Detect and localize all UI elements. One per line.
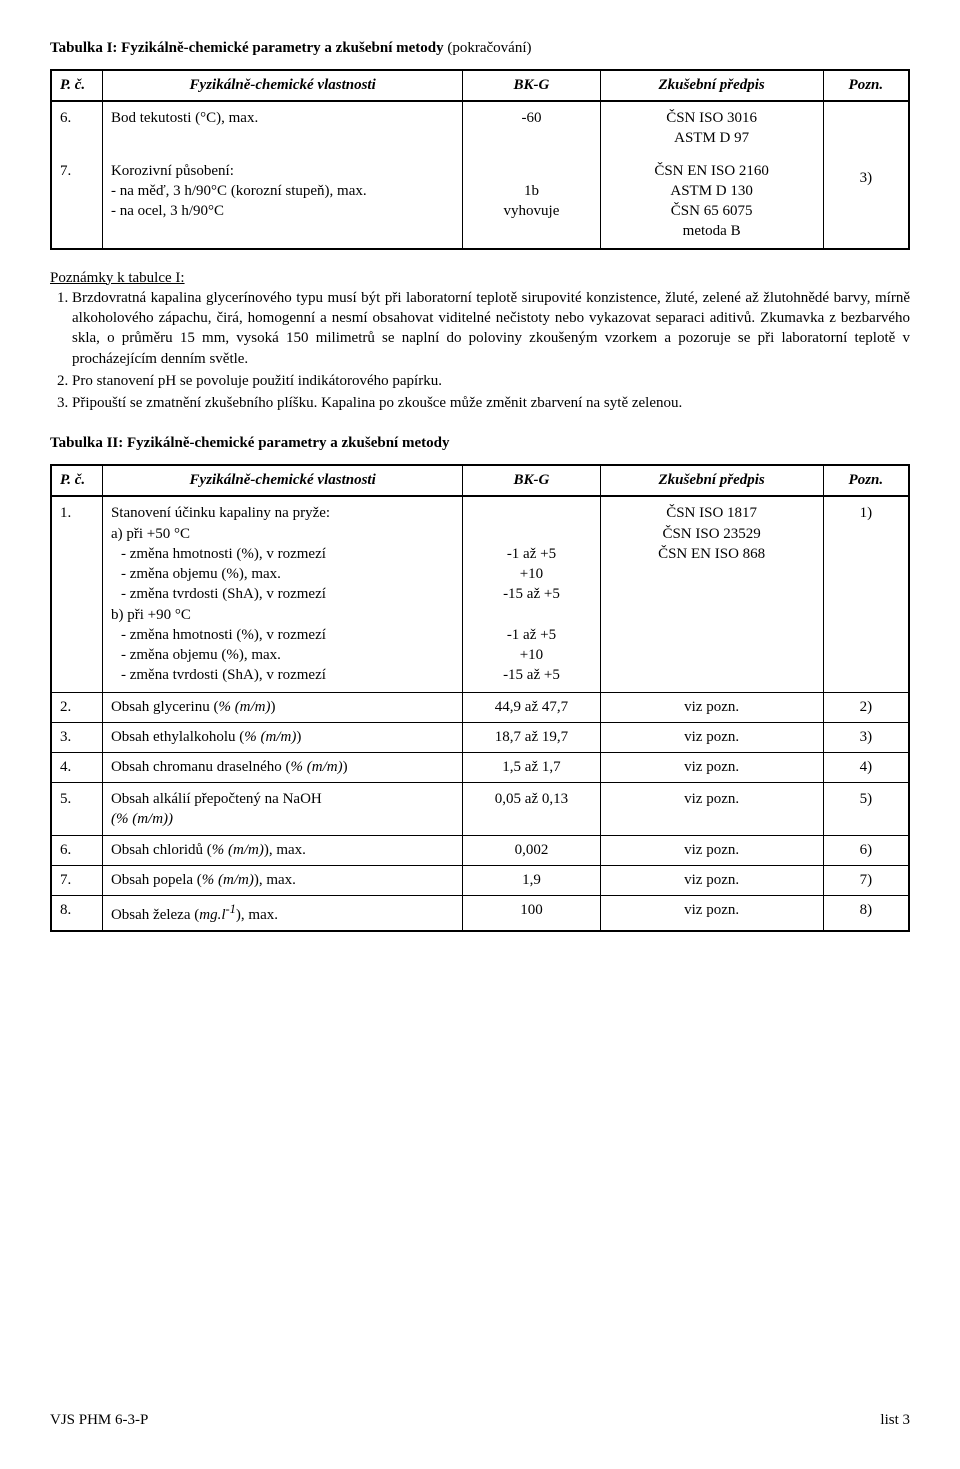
t2-row1c: - změna hmotnosti (%), v rozmezí -1 až +… xyxy=(51,544,909,564)
t2-row6: 6. Obsah chloridů (% (m/m)), max. 0,002 … xyxy=(51,836,909,866)
t2-r1-l2: a) při +50 °C xyxy=(102,524,462,544)
t2-r2-prop: Obsah glycerinu (% (m/m)) xyxy=(102,692,462,722)
t2-row1b: a) při +50 °C ČSN ISO 23529 xyxy=(51,524,909,544)
r7-val2: vyhovuje xyxy=(463,201,600,221)
t2-r1-std2: ČSN ISO 23529 xyxy=(600,524,823,544)
table1-row7d: metoda B xyxy=(51,221,909,248)
t2-row5a: 5. Obsah alkálií přepočtený na NaOH 0,05… xyxy=(51,782,909,809)
t2-r1-l5: - změna tvrdosti (ShA), v rozmezí xyxy=(102,584,462,604)
t2-r1-v7: -1 až +5 xyxy=(463,625,600,645)
t2-r2-num: 2. xyxy=(51,692,102,722)
r6-num: 6. xyxy=(51,101,102,155)
table2: P. č. Fyzikálně-chemické vlastnosti BK-G… xyxy=(50,464,910,932)
r7-val1: 1b xyxy=(463,181,600,201)
footer-left: VJS PHM 6-3-P xyxy=(50,1412,148,1429)
r7-num: 7. xyxy=(51,155,102,249)
r7-prop2: - na měď, 3 h/90°C (korozní stupeň), max… xyxy=(102,181,462,201)
t2-row2: 2. Obsah glycerinu (% (m/m)) 44,9 až 47,… xyxy=(51,692,909,722)
t2-r1-v3: -1 až +5 xyxy=(463,544,600,564)
r7-std4: metoda B xyxy=(600,221,823,248)
t2-r1-note: 1) xyxy=(823,496,909,523)
table1-header-row: P. č. Fyzikálně-chemické vlastnosti BK-G… xyxy=(51,70,909,101)
page-footer: VJS PHM 6-3-P list 3 xyxy=(50,1412,910,1429)
footer-right: list 3 xyxy=(880,1412,910,1429)
t2-r2-note: 2) xyxy=(823,692,909,722)
table1-row7a: 7. Korozivní působení: ČSN EN ISO 2160 xyxy=(51,155,909,181)
r7-std2: ASTM D 130 xyxy=(600,181,823,201)
t2-r1-l3: - změna hmotnosti (%), v rozmezí xyxy=(102,544,462,564)
r7-std3: ČSN 65 6075 xyxy=(600,201,823,221)
t2-r1-l6: b) při +90 °C xyxy=(102,605,462,625)
t2-r1-v5: -15 až +5 xyxy=(463,584,600,604)
r7-propblank xyxy=(102,221,462,248)
t2-row1d: - změna objemu (%), max. +10 xyxy=(51,564,909,584)
r7-valblank xyxy=(463,155,600,181)
t2-th-std: Zkušební předpis xyxy=(600,465,823,496)
th-note: Pozn. xyxy=(823,70,909,101)
th-prop: Fyzikálně-chemické vlastnosti xyxy=(102,70,462,101)
t2-r2-std: viz pozn. xyxy=(600,692,823,722)
table1-row7b: - na měď, 3 h/90°C (korozní stupeň), max… xyxy=(51,181,909,201)
t2-row7: 7. Obsah popela (% (m/m)), max. 1,9 viz … xyxy=(51,866,909,896)
table1-title-regular: (pokračování) xyxy=(444,40,532,56)
r6-std1: ČSN ISO 3016 xyxy=(600,101,823,128)
t2-th-num: P. č. xyxy=(51,465,102,496)
t2-th-prop: Fyzikálně-chemické vlastnosti xyxy=(102,465,462,496)
t2-r1-l9: - změna tvrdosti (ShA), v rozmezí xyxy=(102,665,462,692)
r7-std1: ČSN EN ISO 2160 xyxy=(600,155,823,181)
th-std: Zkušební předpis xyxy=(600,70,823,101)
t2-r1-l8: - změna objemu (%), max. xyxy=(102,645,462,665)
table2-header-row: P. č. Fyzikálně-chemické vlastnosti BK-G… xyxy=(51,465,909,496)
table2-title: Tabulka II: Fyzikálně-chemické parametry… xyxy=(50,435,910,452)
r7-prop3: - na ocel, 3 h/90°C xyxy=(102,201,462,221)
t2-r8-prop: Obsah železa (mg.l-1), max. xyxy=(102,896,462,932)
r7-note: 3) xyxy=(823,101,909,249)
r6-std2: ASTM D 97 xyxy=(600,128,823,154)
r7-prop1: Korozivní působení: xyxy=(102,155,462,181)
note-2: Pro stanovení pH se povoluje použití ind… xyxy=(72,371,910,391)
t2-th-val: BK-G xyxy=(463,465,600,496)
t2-r1-v8: +10 xyxy=(463,645,600,665)
t2-r1-l7: - změna hmotnosti (%), v rozmezí xyxy=(102,625,462,645)
notes-title: Poznámky k tabulce I: xyxy=(50,270,185,286)
t2-r1-std3: ČSN EN ISO 868 xyxy=(600,544,823,564)
t2-r1-v9: -15 až +5 xyxy=(463,665,600,692)
t2-row4: 4. Obsah chromanu draselného (% (m/m)) 1… xyxy=(51,752,909,782)
t2-th-note: Pozn. xyxy=(823,465,909,496)
t2-row3: 3. Obsah ethylalkoholu (% (m/m)) 18,7 až… xyxy=(51,722,909,752)
table1-row6: 6. Bod tekutosti (°C), max. -60 ČSN ISO … xyxy=(51,101,909,128)
t2-r2-val: 44,9 až 47,7 xyxy=(463,692,600,722)
r6-prop: Bod tekutosti (°C), max. xyxy=(102,101,462,155)
table1-title-bold: Tabulka I: Fyzikálně-chemické parametry … xyxy=(50,40,444,56)
t2-r1-vblank1 xyxy=(463,496,600,523)
note-1: Brzdovratná kapalina glycerínového typu … xyxy=(72,288,910,369)
note-3: Připouští se zmatnění zkušebního plíšku.… xyxy=(72,393,910,413)
th-val: BK-G xyxy=(463,70,600,101)
table1-title: Tabulka I: Fyzikálně-chemické parametry … xyxy=(50,40,910,57)
t2-r1-num: 1. xyxy=(51,496,102,692)
t2-r1-std1: ČSN ISO 1817 xyxy=(600,496,823,523)
table1: P. č. Fyzikálně-chemické vlastnosti BK-G… xyxy=(50,69,910,250)
table1-row7c: - na ocel, 3 h/90°C vyhovuje ČSN 65 6075 xyxy=(51,201,909,221)
r7-valblank2 xyxy=(463,221,600,248)
t2-r1-l1: Stanovení účinku kapaliny na pryže: xyxy=(102,496,462,523)
notes-block: Poznámky k tabulce I: Brzdovratná kapali… xyxy=(50,268,910,414)
t2-r1-v4: +10 xyxy=(463,564,600,584)
th-num: P. č. xyxy=(51,70,102,101)
t2-r1-l4: - změna objemu (%), max. xyxy=(102,564,462,584)
r6-val: -60 xyxy=(463,101,600,155)
t2-row1a: 1. Stanovení účinku kapaliny na pryže: Č… xyxy=(51,496,909,523)
t2-row8: 8. Obsah železa (mg.l-1), max. 100 viz p… xyxy=(51,896,909,932)
